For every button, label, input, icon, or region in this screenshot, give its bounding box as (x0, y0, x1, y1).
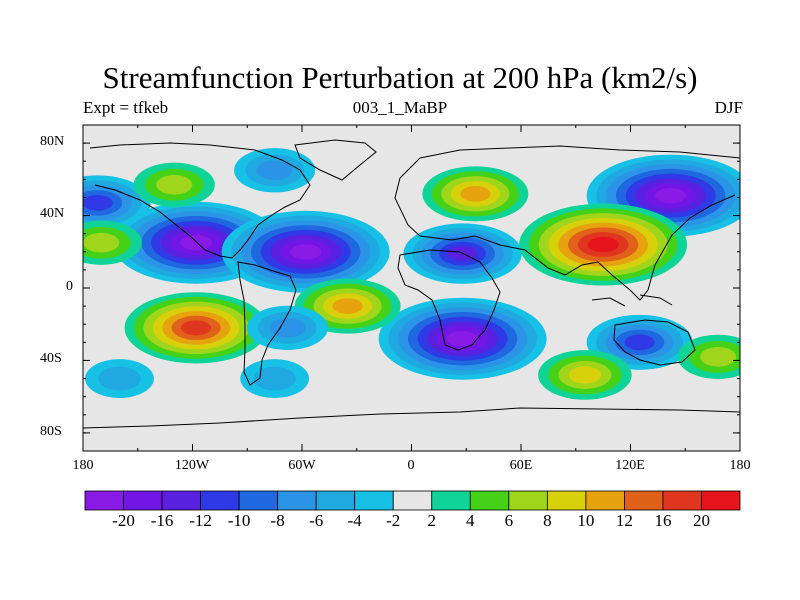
colorbar-box-2 (161, 490, 201, 511)
colorbar-label: -8 (270, 511, 285, 530)
colorbar-box-8 (392, 490, 433, 511)
lon-label-60e: 60E (509, 458, 533, 473)
colorbar-label: -2 (386, 511, 401, 530)
colorbar-box-9 (431, 490, 471, 511)
contour-level-9-2 (156, 174, 193, 195)
contour-level-13-3 (568, 366, 602, 384)
axis-ticks (82, 125, 741, 451)
contour-level-14-2 (700, 347, 737, 367)
contour-level-10-4 (332, 298, 363, 314)
contour-level-8-4 (460, 185, 491, 202)
colorbar-label: 12 (615, 511, 633, 530)
coast-australia (613, 319, 696, 366)
colorbar-box-13 (585, 490, 625, 511)
contour-level-1-7 (290, 244, 322, 260)
colorbar-label: -20 (112, 511, 135, 530)
lat-label-40s: 40S (40, 351, 62, 366)
colorbar-label: -16 (150, 511, 174, 530)
colorbar-box-14 (624, 490, 664, 511)
contour-level-4-7 (655, 188, 687, 204)
colorbar-box-3 (200, 490, 240, 511)
coast-south-america (237, 261, 297, 386)
lon-label-120e: 120E (615, 458, 645, 473)
colorbar-box-0 (84, 490, 124, 511)
colorbar-box-12 (546, 490, 587, 511)
contour-level-11-4 (624, 334, 655, 351)
colorbar-box-4 (238, 490, 279, 511)
lon-label-0: 0 (407, 458, 415, 473)
contour-level-18-2 (83, 232, 120, 253)
colorbar-box-11 (508, 490, 548, 511)
lat-label-40n: 40N (40, 206, 65, 221)
colorbar-label: 2 (427, 511, 437, 530)
colorbar-label: 10 (577, 511, 595, 530)
coast-eurasia (394, 145, 740, 301)
colorbar-label: 16 (654, 511, 672, 530)
colorbar-label: -4 (347, 511, 362, 530)
map-area (83, 125, 740, 451)
coast-antarctica (83, 407, 740, 429)
contour-level-7-7 (587, 236, 619, 253)
experiment-label: Expt = tfkeb (83, 98, 169, 117)
coast-maritime (591, 294, 673, 307)
colorbar-label: 20 (692, 511, 710, 530)
colorbar-label: 6 (504, 511, 514, 530)
season-label: DJF (714, 98, 743, 117)
contour-level-6-6 (181, 320, 212, 336)
lon-label-120w: 120W (174, 458, 210, 473)
contour-level-15-1 (98, 366, 141, 391)
coast-africa (397, 249, 501, 351)
colorbar-box-5 (277, 490, 317, 511)
colorbar-box-10 (469, 490, 510, 511)
colorbar-label: -10 (227, 511, 251, 530)
lon-label-60w: 60W (288, 458, 316, 473)
lat-label-80s: 80S (40, 424, 62, 439)
contour-level-12-2 (256, 160, 293, 181)
colorbar-label: -12 (189, 511, 212, 530)
colorbar-box-15 (662, 490, 702, 511)
case-label: 003_1_MaBP (352, 98, 448, 117)
lat-label-80n: 80N (40, 134, 65, 149)
colorbar-box-6 (315, 490, 356, 511)
colorbar-box-16 (701, 490, 741, 511)
colorbar-box-1 (123, 490, 163, 511)
contour-level-0-7 (180, 235, 212, 251)
map-title: Streamfunction Perturbation at 200 hPa (… (102, 60, 698, 95)
colorbar-label: 4 (466, 511, 475, 530)
colorbar (84, 490, 741, 511)
contour-level-17-2 (269, 318, 306, 338)
coast-greenland (294, 139, 377, 181)
contour-level-3-7 (446, 331, 479, 347)
lon-label-180e: 180 (729, 458, 751, 473)
colorbar-box-7 (354, 490, 394, 511)
lat-label-eq: 0 (66, 279, 73, 294)
contour-level-5-4 (83, 195, 113, 211)
colorbar-label: 8 (543, 511, 552, 530)
lon-label-180w: 180 (72, 458, 94, 473)
coastlines (83, 139, 740, 429)
contour-level-16-1 (253, 366, 296, 391)
colorbar-label: -6 (309, 511, 324, 530)
coast-north-america (89, 142, 311, 259)
